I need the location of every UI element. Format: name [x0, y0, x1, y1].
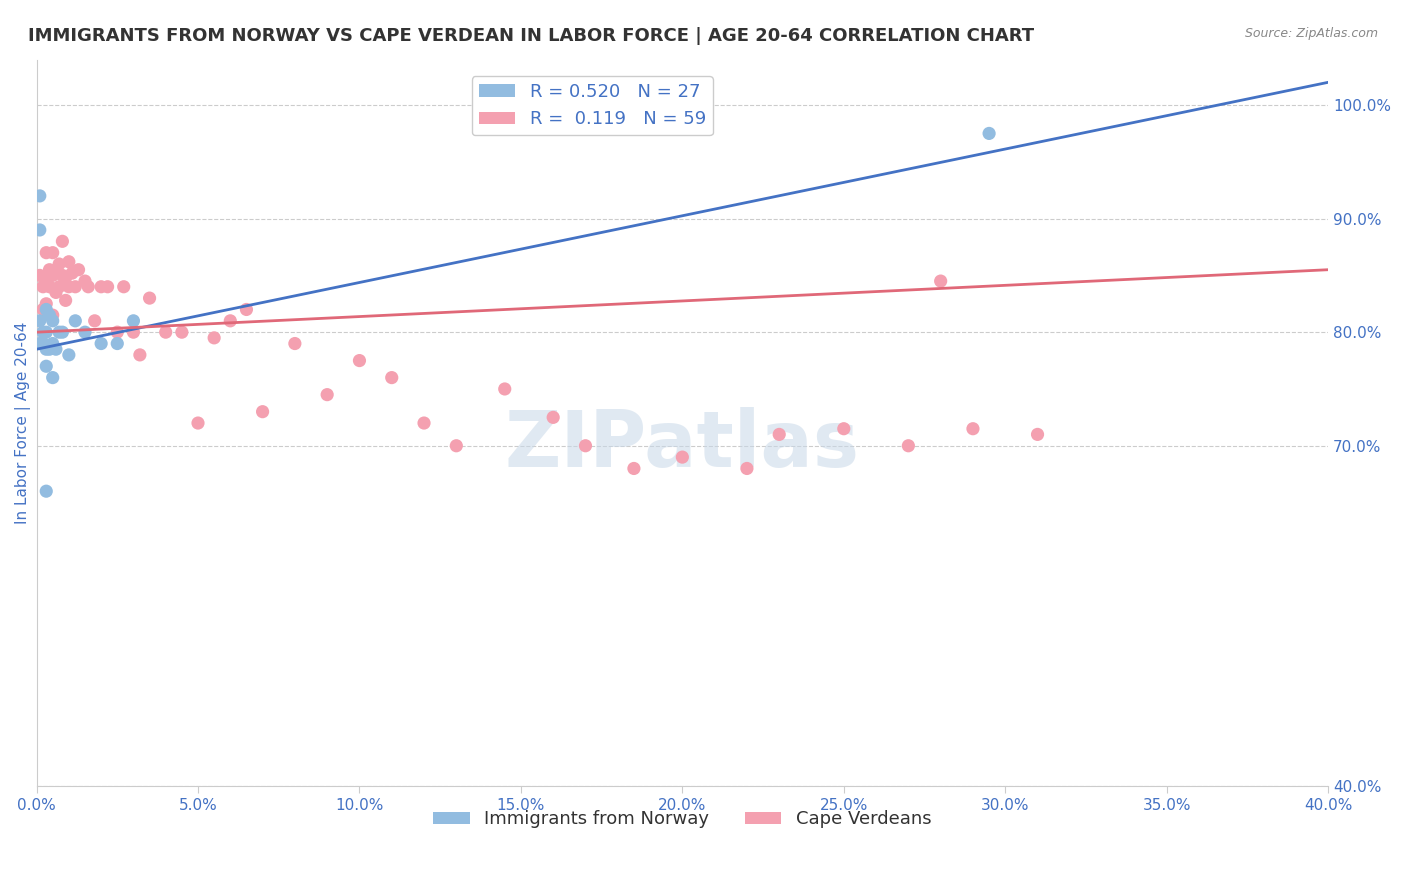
- Point: [284, 336, 307, 351]
- Point: [32, 325, 55, 339]
- Point: [77, 279, 100, 293]
- Point: [60, 266, 83, 280]
- Point: [58, 279, 80, 293]
- Point: [38, 308, 60, 322]
- Point: [48, 325, 70, 339]
- Point: [735, 461, 758, 475]
- Point: [122, 314, 145, 328]
- Point: [138, 291, 160, 305]
- Point: [41, 370, 63, 384]
- Point: [112, 279, 135, 293]
- Point: [45, 285, 67, 300]
- Text: IMMIGRANTS FROM NORWAY VS CAPE VERDEAN IN LABOR FORCE | AGE 20-64 CORRELATION CH: IMMIGRANTS FROM NORWAY VS CAPE VERDEAN I…: [28, 27, 1035, 45]
- Point: [41, 336, 63, 351]
- Y-axis label: In Labor Force | Age 20-64: In Labor Force | Age 20-64: [15, 322, 31, 524]
- Point: [35, 274, 58, 288]
- Point: [35, 342, 58, 356]
- Point: [35, 245, 58, 260]
- Point: [122, 325, 145, 339]
- Point: [55, 270, 77, 285]
- Point: [962, 422, 984, 436]
- Point: [105, 336, 128, 351]
- Point: [623, 461, 645, 475]
- Point: [90, 336, 112, 351]
- Point: [170, 325, 193, 339]
- Point: [128, 348, 150, 362]
- Point: [32, 279, 55, 293]
- Point: [58, 254, 80, 268]
- Point: [219, 314, 242, 328]
- Point: [28, 223, 51, 237]
- Point: [381, 370, 404, 384]
- Point: [105, 325, 128, 339]
- Point: [187, 416, 209, 430]
- Point: [48, 257, 70, 271]
- Point: [235, 302, 257, 317]
- Point: [48, 279, 70, 293]
- Point: [65, 279, 87, 293]
- Point: [32, 336, 55, 351]
- Point: [35, 297, 58, 311]
- Point: [51, 325, 73, 339]
- Point: [28, 189, 51, 203]
- Point: [38, 279, 60, 293]
- Text: ZIPatlas: ZIPatlas: [505, 407, 860, 483]
- Point: [28, 336, 51, 351]
- Point: [832, 422, 855, 436]
- Point: [252, 405, 274, 419]
- Point: [51, 235, 73, 249]
- Point: [35, 484, 58, 499]
- Point: [97, 279, 120, 293]
- Point: [28, 314, 51, 328]
- Point: [349, 353, 371, 368]
- Point: [55, 293, 77, 308]
- Point: [38, 262, 60, 277]
- Point: [768, 427, 790, 442]
- Point: [35, 302, 58, 317]
- Point: [574, 439, 596, 453]
- Point: [897, 439, 920, 453]
- Point: [41, 314, 63, 328]
- Point: [51, 268, 73, 283]
- Point: [316, 387, 339, 401]
- Point: [73, 274, 96, 288]
- Point: [45, 262, 67, 277]
- Text: Source: ZipAtlas.com: Source: ZipAtlas.com: [1244, 27, 1378, 40]
- Point: [41, 308, 63, 322]
- Point: [41, 268, 63, 283]
- Point: [541, 410, 564, 425]
- Point: [35, 325, 58, 339]
- Point: [494, 382, 516, 396]
- Point: [65, 314, 87, 328]
- Point: [38, 342, 60, 356]
- Point: [977, 127, 1000, 141]
- Point: [58, 348, 80, 362]
- Point: [155, 325, 177, 339]
- Point: [32, 336, 55, 351]
- Point: [413, 416, 436, 430]
- Point: [90, 279, 112, 293]
- Point: [202, 331, 225, 345]
- Point: [67, 262, 90, 277]
- Point: [32, 302, 55, 317]
- Point: [83, 314, 105, 328]
- Point: [73, 325, 96, 339]
- Point: [28, 268, 51, 283]
- Point: [929, 274, 952, 288]
- Point: [41, 245, 63, 260]
- Point: [671, 450, 693, 464]
- Point: [1026, 427, 1049, 442]
- Point: [446, 439, 468, 453]
- Legend: Immigrants from Norway, Cape Verdeans: Immigrants from Norway, Cape Verdeans: [426, 803, 938, 836]
- Point: [45, 342, 67, 356]
- Point: [35, 359, 58, 374]
